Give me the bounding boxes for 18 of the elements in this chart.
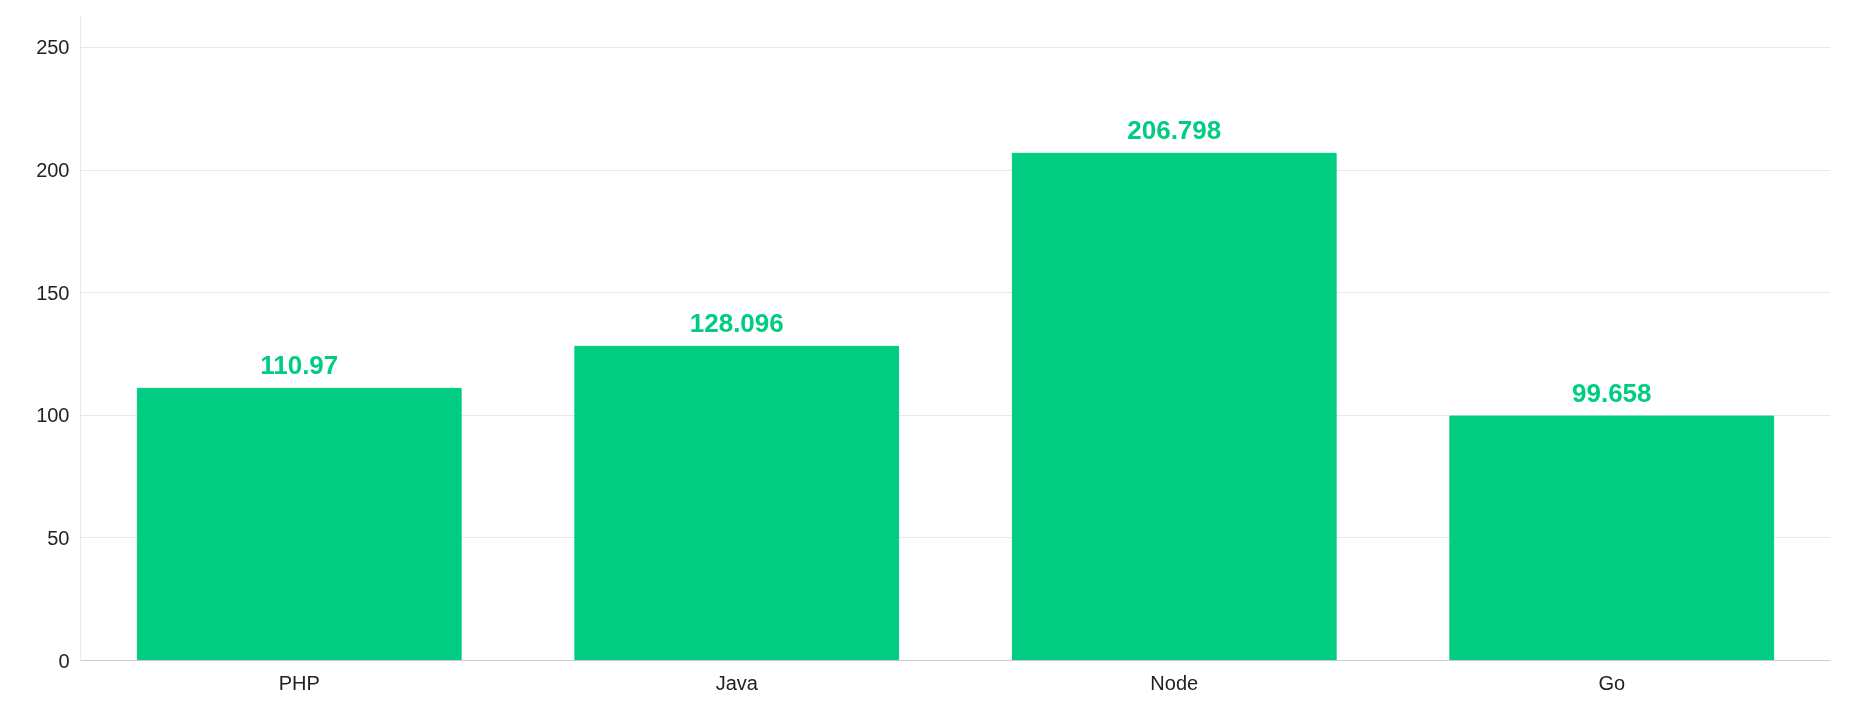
data-label: 206.798 [1127, 115, 1222, 146]
bar [574, 345, 900, 661]
bar [1011, 152, 1337, 661]
x-tick-label: Go [1598, 671, 1626, 694]
y-tick-label: 250 [36, 36, 70, 59]
x-tick-label: Java [715, 671, 759, 694]
y-tick-label: 0 [58, 649, 70, 672]
data-label: 110.97 [260, 350, 339, 381]
y-tick-label: 100 [36, 404, 70, 427]
bar [1449, 415, 1775, 661]
y-tick-label: 50 [47, 526, 70, 549]
x-tick-label: PHP [278, 671, 320, 694]
data-label: 99.658 [1571, 378, 1652, 409]
data-label: 128.096 [689, 308, 784, 339]
y-tick-label: 200 [36, 159, 70, 182]
y-tick-label: 150 [36, 281, 70, 304]
bar [136, 387, 462, 661]
x-tick-label: Node [1150, 671, 1199, 694]
